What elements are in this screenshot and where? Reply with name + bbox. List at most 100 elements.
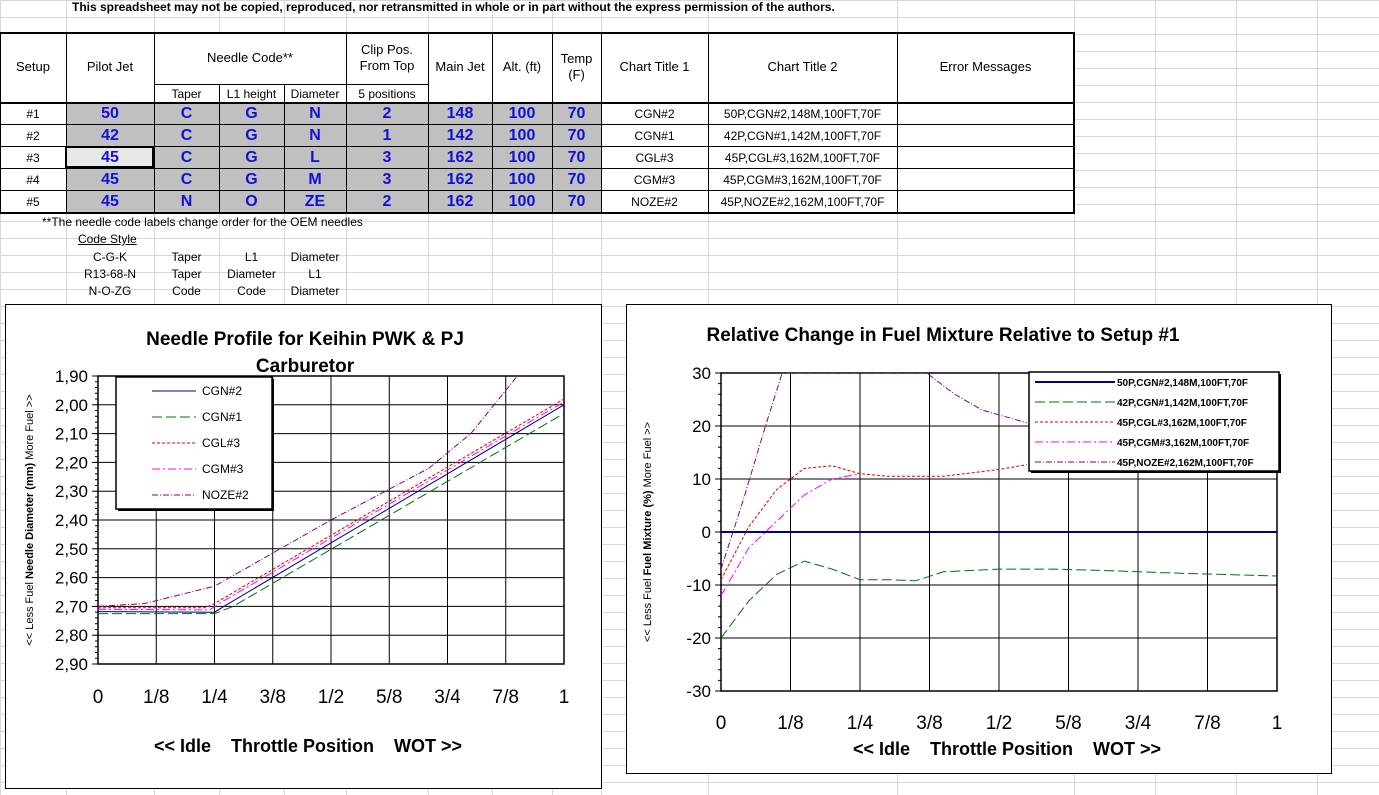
cell-setup[interactable]: #4: [26, 173, 40, 187]
cell-t2[interactable]: 45P,NOZE#2,162M,100FT,70F: [720, 195, 885, 209]
code-style-cell: Taper: [171, 266, 202, 281]
x-tick-label: 1/8: [143, 687, 169, 708]
cell-pilot[interactable]: 45: [101, 171, 119, 188]
x-tick-label: 0: [716, 713, 727, 734]
series-line: [721, 560, 1277, 639]
cell-dia[interactable]: M: [308, 171, 322, 188]
needle-profile-chart[interactable]: Needle Profile for Keihin PWK & PJ Carbur…: [5, 304, 602, 789]
cell-pilot[interactable]: 45: [101, 193, 119, 210]
cell-taper[interactable]: C: [180, 105, 193, 122]
x-axis-label: << Idle Throttle Position WOT >>: [853, 739, 1161, 759]
cell-t1[interactable]: CGL#3: [635, 151, 674, 165]
header-temp: Temp (F): [552, 32, 601, 102]
x-tick-label: 1/4: [847, 713, 874, 734]
header-alt: Alt. (ft): [502, 59, 542, 74]
cell-l1[interactable]: G: [245, 127, 258, 144]
cell-t1[interactable]: CGN#2: [634, 107, 675, 121]
cell-clip[interactable]: 3: [382, 149, 392, 166]
cell-l1[interactable]: O: [245, 193, 258, 210]
cell-pilot[interactable]: 50: [101, 105, 119, 122]
y-tick-label: 2,30: [55, 482, 88, 501]
header-l1-height: L1 height: [226, 86, 277, 101]
y-tick-label: 10: [692, 470, 711, 489]
cell-l1[interactable]: G: [245, 105, 258, 122]
cell-main[interactable]: 142: [446, 127, 474, 144]
cell-setup[interactable]: #5: [26, 195, 40, 209]
cell-dia[interactable]: N: [309, 105, 321, 122]
cell-pilot[interactable]: 42: [101, 127, 119, 144]
cell-main[interactable]: 162: [446, 149, 474, 166]
cell-t1[interactable]: CGN#1: [634, 129, 675, 143]
cell-taper[interactable]: C: [180, 127, 193, 144]
cell-l1[interactable]: G: [245, 149, 258, 166]
chart-title: Carburetor: [256, 356, 355, 377]
y-tick-label: -30: [686, 682, 711, 701]
series-line: [98, 376, 518, 607]
x-tick-label: 5/8: [1055, 713, 1081, 734]
cell-alt[interactable]: 100: [508, 193, 536, 210]
cell-main[interactable]: 162: [446, 193, 474, 210]
cell-l1[interactable]: G: [245, 171, 258, 188]
series-line: [721, 373, 1027, 570]
y-tick-label: 2,60: [55, 569, 88, 588]
cell-setup[interactable]: #1: [26, 107, 40, 121]
y-tick-label: 1,90: [55, 367, 88, 386]
x-axis-label: << Idle Throttle Position WOT >>: [154, 736, 462, 756]
cell-alt[interactable]: 100: [508, 127, 536, 144]
fuel-mixture-svg: Relative Change in Fuel Mixture Relative…: [642, 325, 1282, 759]
cell-taper[interactable]: C: [180, 171, 193, 188]
y-tick-label: 2,50: [55, 540, 88, 559]
code-style-cell: N-O-ZG: [88, 283, 132, 298]
code-style-cell: Code: [172, 283, 201, 298]
cell-t2[interactable]: 50P,CGN#2,148M,100FT,70F: [723, 107, 882, 121]
cell-setup[interactable]: #2: [26, 129, 40, 143]
x-tick-label: 7/8: [1194, 713, 1220, 734]
header-clip-pos: Clip Pos. From Top: [346, 32, 428, 84]
cell-t1[interactable]: NOZE#2: [631, 195, 678, 209]
cell-dia[interactable]: N: [309, 127, 321, 144]
fuel-mixture-chart[interactable]: Relative Change in Fuel Mixture Relative…: [626, 304, 1332, 774]
y-tick-label: 30: [692, 364, 711, 383]
y-tick-label: -10: [686, 576, 711, 595]
y-axis-label-main: Needle Diameter (mm): [24, 463, 36, 579]
cell-temp[interactable]: 70: [567, 127, 586, 144]
y-tick-label: 2,10: [55, 425, 88, 444]
header-taper: Taper: [171, 86, 202, 101]
cell-clip[interactable]: 1: [382, 127, 392, 144]
legend-label: 45P,CGL#3,162M,100FT,70F: [1117, 418, 1247, 429]
cell-temp[interactable]: 70: [567, 171, 586, 188]
legend-label: 50P,CGN#2,148M,100FT,70F: [1117, 378, 1248, 389]
cell-alt[interactable]: 100: [508, 171, 536, 188]
legend-label: 42P,CGN#1,142M,100FT,70F: [1117, 398, 1248, 409]
cell-setup[interactable]: #3: [26, 151, 40, 165]
cell-alt[interactable]: 100: [508, 105, 536, 122]
x-tick-label: 1: [559, 687, 570, 708]
cell-pilot[interactable]: 45: [101, 149, 119, 166]
cell-t2[interactable]: 45P,CGM#3,162M,100FT,70F: [723, 173, 882, 187]
cell-dia[interactable]: L: [310, 149, 320, 166]
cell-clip[interactable]: 2: [382, 105, 392, 122]
code-style-cell: Diameter: [227, 266, 276, 281]
x-tick-label: 0: [93, 687, 104, 708]
selected-cell[interactable]: [65, 146, 154, 168]
cell-main[interactable]: 162: [446, 171, 474, 188]
y-tick-label: -20: [686, 629, 711, 648]
y-tick-label: 20: [692, 417, 711, 436]
cell-temp[interactable]: 70: [567, 105, 586, 122]
cell-temp[interactable]: 70: [567, 193, 586, 210]
cell-alt[interactable]: 100: [508, 149, 536, 166]
x-tick-label: 7/8: [493, 687, 519, 708]
y-tick-label: 2,00: [55, 396, 88, 415]
cell-temp[interactable]: 70: [567, 149, 586, 166]
cell-taper[interactable]: N: [180, 193, 193, 210]
code-style-cell: Code: [237, 283, 266, 298]
cell-clip[interactable]: 3: [382, 171, 392, 188]
cell-t2[interactable]: 45P,CGL#3,162M,100FT,70F: [724, 151, 881, 165]
cell-taper[interactable]: C: [180, 149, 193, 166]
cell-t1[interactable]: CGM#3: [633, 173, 676, 187]
cell-main[interactable]: 148: [446, 105, 474, 122]
cell-clip[interactable]: 2: [382, 193, 392, 210]
cell-t2[interactable]: 42P,CGN#1,142M,100FT,70F: [723, 129, 882, 143]
cell-dia[interactable]: ZE: [304, 193, 326, 210]
legend-label: CGL#3: [202, 436, 240, 450]
